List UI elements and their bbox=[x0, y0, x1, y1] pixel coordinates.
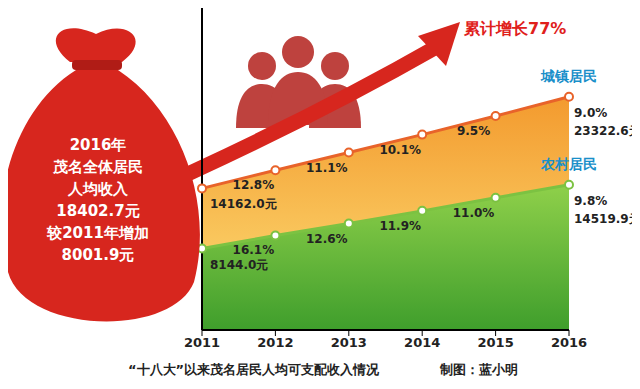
svg-text:2016年: 2016年 bbox=[70, 136, 127, 154]
svg-text:11.9%: 11.9% bbox=[379, 219, 421, 233]
svg-text:11.0%: 11.0% bbox=[453, 206, 495, 220]
svg-text:“十八大”以来茂名居民人均可支配收入情况: “十八大”以来茂名居民人均可支配收入情况 bbox=[128, 362, 380, 377]
svg-text:2016: 2016 bbox=[551, 335, 587, 350]
svg-text:8144.0元: 8144.0元 bbox=[210, 258, 268, 272]
svg-text:农村居民: 农村居民 bbox=[540, 156, 597, 172]
svg-text:16.1%: 16.1% bbox=[233, 243, 275, 257]
svg-text:制图：蓝小明: 制图：蓝小明 bbox=[439, 362, 518, 377]
svg-text:人均收入: 人均收入 bbox=[67, 180, 129, 198]
svg-text:9.0%: 9.0% bbox=[574, 106, 607, 120]
svg-text:2015: 2015 bbox=[478, 335, 514, 350]
svg-text:8001.9元: 8001.9元 bbox=[62, 246, 135, 264]
svg-text:较2011年增加: 较2011年增加 bbox=[46, 224, 149, 242]
svg-text:累计增长77%: 累计增长77% bbox=[463, 19, 566, 38]
svg-text:12.8%: 12.8% bbox=[233, 178, 275, 192]
svg-text:14519.9元: 14519.9元 bbox=[574, 212, 632, 226]
svg-text:9.8%: 9.8% bbox=[574, 194, 607, 208]
svg-text:23322.6元: 23322.6元 bbox=[574, 124, 632, 138]
svg-text:12.6%: 12.6% bbox=[306, 232, 348, 246]
svg-text:2011: 2011 bbox=[184, 335, 220, 350]
svg-text:2014: 2014 bbox=[404, 335, 440, 350]
svg-text:2013: 2013 bbox=[331, 335, 367, 350]
svg-text:18402.7元: 18402.7元 bbox=[56, 202, 139, 220]
svg-text:14162.0元: 14162.0元 bbox=[210, 197, 277, 211]
svg-text:城镇居民: 城镇居民 bbox=[540, 68, 597, 84]
svg-text:2012: 2012 bbox=[257, 335, 293, 350]
svg-text:11.1%: 11.1% bbox=[306, 161, 348, 175]
svg-text:9.5%: 9.5% bbox=[457, 124, 490, 138]
svg-text:10.1%: 10.1% bbox=[379, 143, 421, 157]
svg-text:茂名全体居民: 茂名全体居民 bbox=[52, 158, 143, 176]
